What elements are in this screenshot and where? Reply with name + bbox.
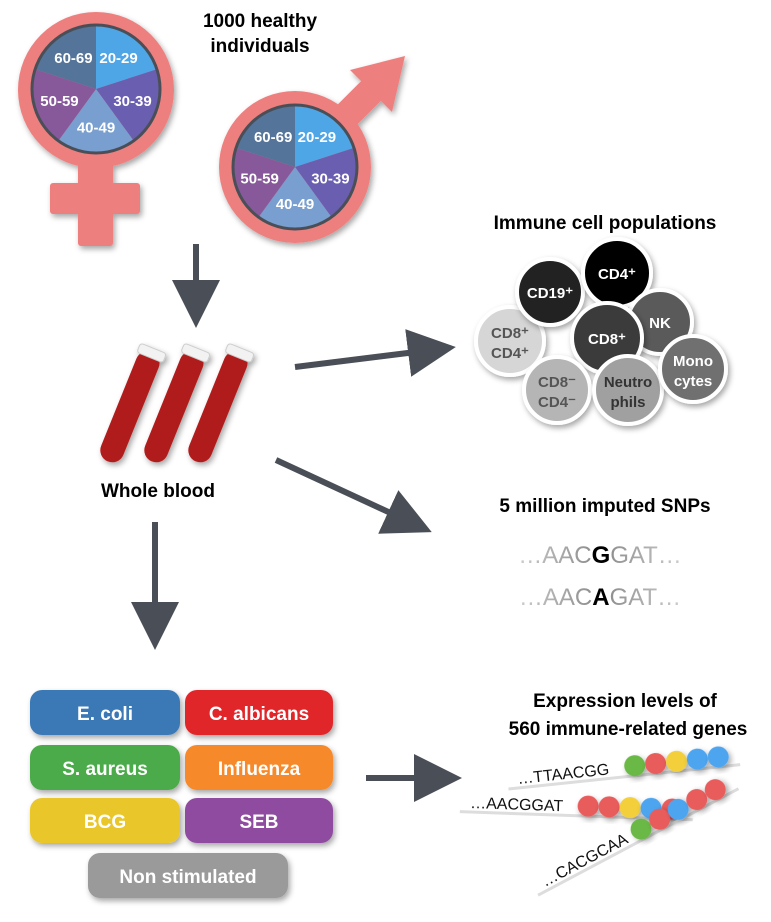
gene-sequence: …AACGGAT (470, 795, 564, 815)
expression-strands: …TTAACGG …AACGGAT …CACGCAA (459, 746, 741, 897)
cell-label: cytes (674, 373, 712, 390)
arrow-to-cells (294, 329, 456, 377)
cell-label: Neutro (604, 374, 652, 391)
expression-strand: …TTAACGG (508, 746, 741, 791)
stimulus-bcg: BCG (30, 798, 180, 843)
pie-outline (30, 23, 162, 155)
cell-label: CD8⁺ (491, 325, 529, 342)
gene-sequence: …CACGCAA (539, 831, 631, 891)
cell-5: CD8⁻ CD4⁻ (522, 355, 592, 425)
stimulus-s-aureus: S. aureus (30, 745, 180, 790)
pie-slice-30-39 (96, 69, 161, 141)
immune-cells: CD8⁺ CD4⁺ CD19⁺ CD4⁺ NK CD8⁺ CD8⁻ CD4⁻ Neutro phi… (474, 237, 728, 426)
stimulus-label: Influenza (218, 759, 301, 780)
pie-label: 50-59 (40, 93, 78, 110)
cell-label: CD19⁺ (527, 285, 573, 302)
cell-label: phils (610, 394, 645, 411)
pie-slice-20-29 (96, 25, 157, 89)
pie-slice-60-69 (236, 105, 295, 167)
expression-strand: …CACGCAA (537, 779, 740, 897)
expression-dot-red (577, 795, 599, 817)
stimulus-e-coli: E. coli (30, 690, 180, 735)
expression-dot-green (630, 818, 652, 840)
blood-tubes-icon (100, 343, 255, 463)
expression-dot-green (624, 755, 646, 777)
stimulus-influenza: Influenza (185, 745, 333, 790)
cell-label: CD4⁺ (491, 345, 529, 362)
pie-label: 20-29 (298, 129, 336, 146)
female-age-pie: 20-29 30-39 40-49 50-59 60-69 (30, 23, 162, 155)
stimulus-non-stimulated: Non stimulated (88, 853, 288, 898)
pie-label: 40-49 (77, 119, 115, 136)
pie-slice-50-59 (233, 147, 295, 218)
cell-6: Neutro phils (592, 354, 664, 426)
cell-7: Mono cytes (658, 334, 728, 404)
whole-blood-label: Whole blood (101, 481, 215, 502)
expression-strand: …AACGGAT (459, 795, 693, 822)
expression-dot-yellow (665, 750, 687, 772)
expression-dot-red (704, 779, 726, 801)
arrow-to-snps (274, 457, 432, 534)
cell-1: CD19⁺ (515, 257, 585, 327)
expression-dot-blue (667, 798, 689, 820)
pie-label: 30-39 (113, 93, 151, 110)
cell-label: Mono (673, 353, 713, 370)
pie-label: 50-59 (240, 170, 278, 187)
cell-0: CD8⁺ CD4⁺ (474, 305, 546, 377)
pie-slice-30-39 (295, 147, 357, 218)
cell-label: CD8⁺ (588, 331, 626, 348)
cell-2: CD4⁺ (581, 237, 653, 309)
stimulus-label: S. aureus (62, 759, 148, 780)
cell-label: CD8⁻ (538, 374, 576, 391)
pie-slice-40-49 (258, 167, 332, 229)
stimulus-label: BCG (84, 812, 126, 833)
male-age-pie: 20-29 30-39 40-49 50-59 60-69 (231, 103, 359, 231)
expression-dot-blue (707, 746, 729, 768)
expression-title-line2: 560 immune-related genes (509, 719, 748, 740)
expression-dot-blue (686, 748, 708, 770)
cell-label: CD4⁻ (538, 394, 576, 411)
expression-dot-red (649, 808, 671, 830)
stimulus-seb: SEB (185, 798, 333, 843)
stimulus-label: E. coli (77, 704, 133, 725)
pie-label: 30-39 (311, 170, 349, 187)
pie-label: 60-69 (254, 129, 292, 146)
arrows (131, 244, 462, 802)
snp-sequence-1: …AACGGAT… (518, 542, 682, 569)
expression-dot-red (645, 753, 667, 775)
pie-slice-50-59 (32, 69, 96, 141)
stimulus-c-albicans: C. albicans (185, 690, 333, 735)
pie-label: 60-69 (54, 50, 92, 67)
immune-title: Immune cell populations (494, 213, 717, 234)
expression-title-line1: Expression levels of (533, 691, 717, 712)
snps-title: 5 million imputed SNPs (499, 496, 710, 517)
pie-label: 20-29 (99, 50, 137, 67)
pie-slice-60-69 (35, 25, 96, 89)
cohort-title-line2: individuals (210, 36, 309, 57)
pie-label: 40-49 (276, 196, 314, 213)
cell-label: CD4⁺ (598, 266, 636, 283)
stimulus-label: C. albicans (209, 704, 309, 725)
expression-dot-yellow (619, 797, 641, 819)
cohort-title-line1: 1000 healthy (203, 11, 317, 32)
stimulus-label: SEB (239, 812, 278, 833)
expression-dot-red (598, 796, 620, 818)
pie-slice-20-29 (295, 105, 354, 167)
pie-slice-40-49 (58, 89, 134, 153)
expression-dot-red (686, 789, 708, 811)
stimulus-label: Non stimulated (119, 867, 256, 888)
cell-label: NK (649, 315, 671, 332)
pie-outline (231, 103, 359, 231)
stimuli-list: E. coli C. albicans S. aureus Influenza BCG S… (30, 690, 333, 898)
snp-sequence-2: …AACAGAT… (519, 584, 681, 611)
